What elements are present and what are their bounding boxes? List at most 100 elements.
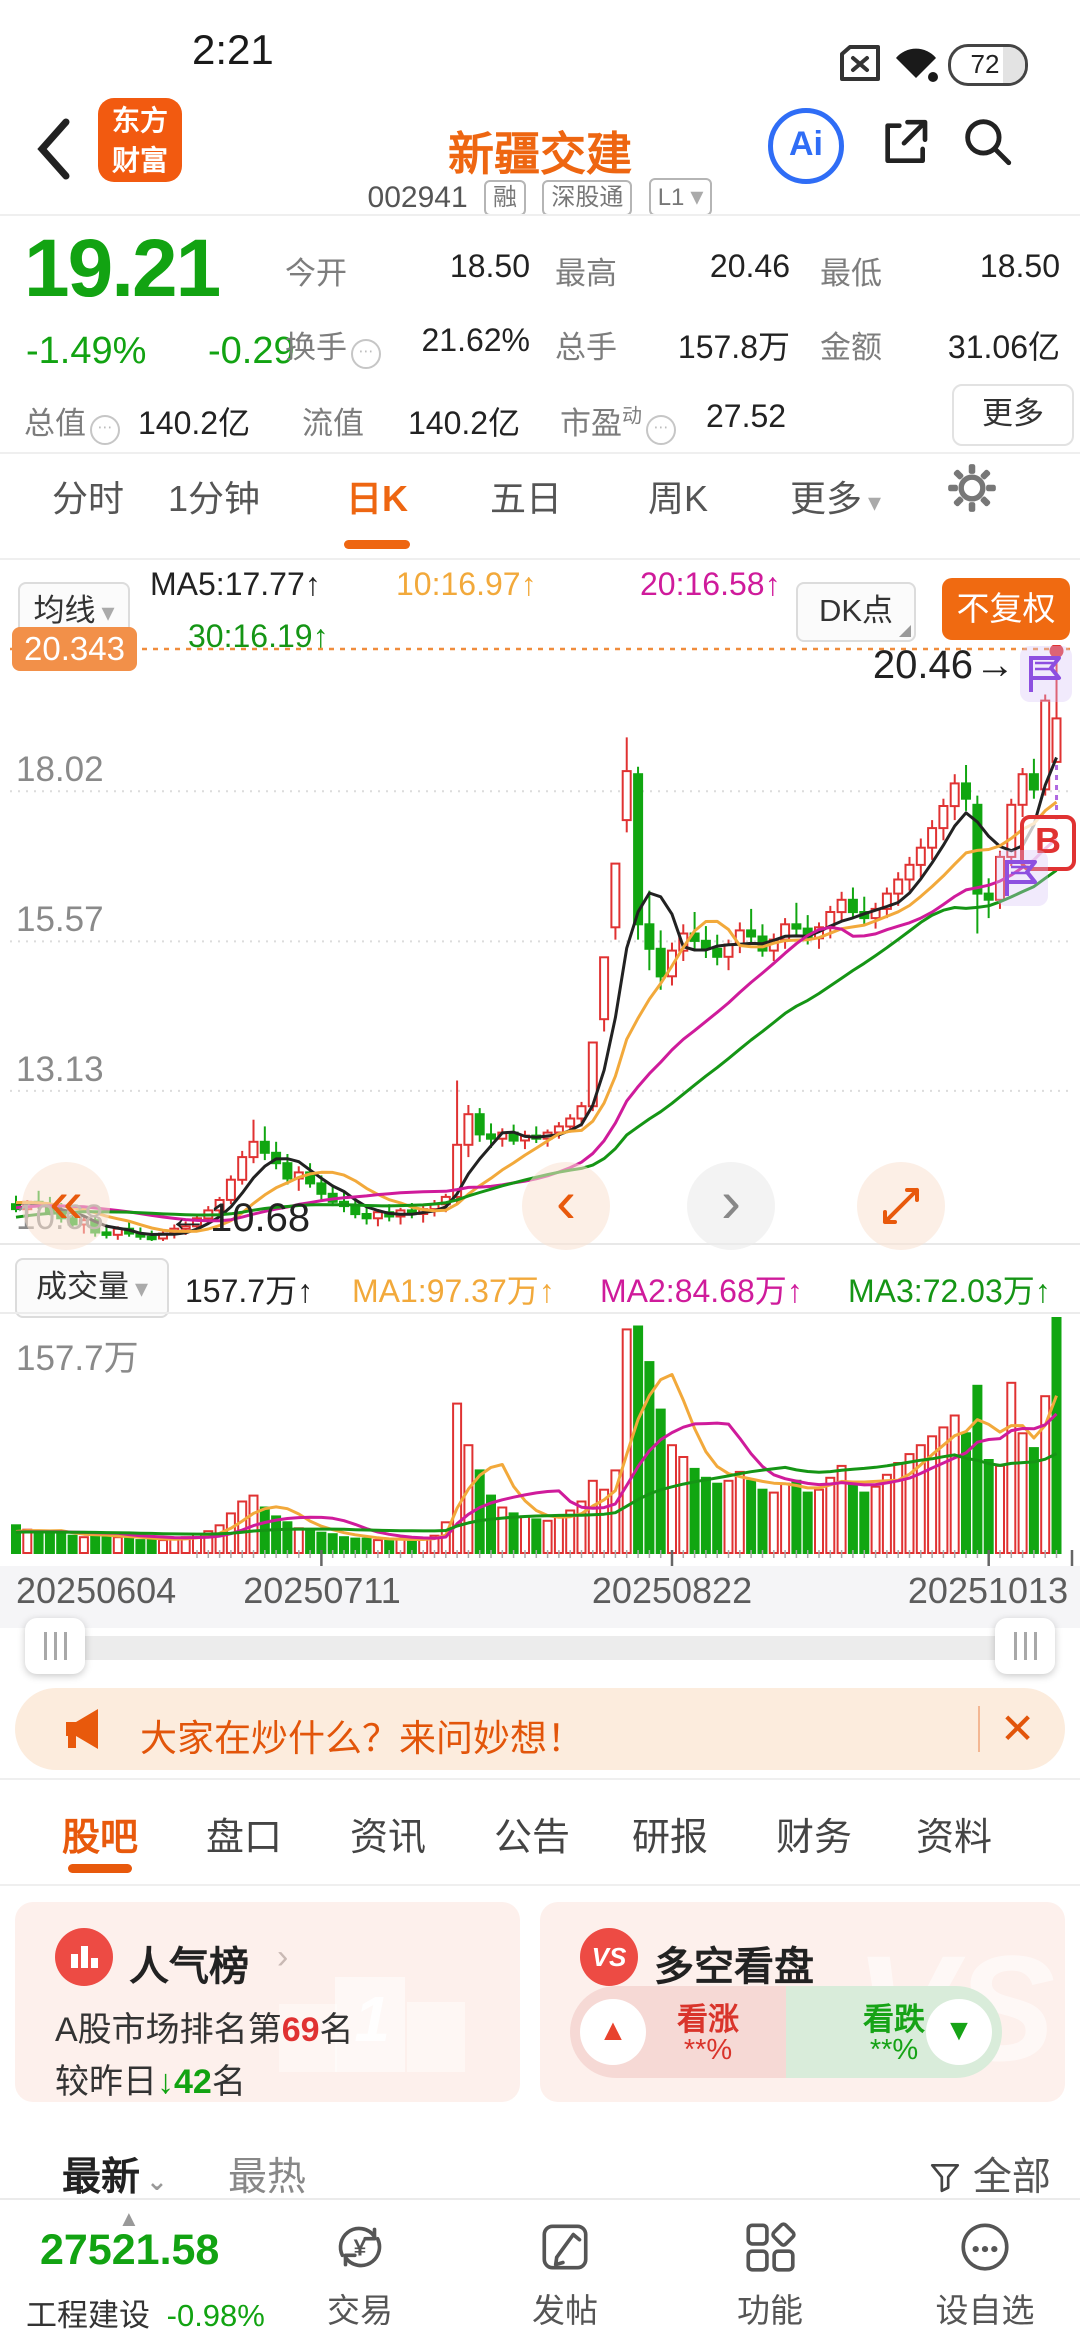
battery-icon: 72 <box>948 44 1028 86</box>
funnel-icon <box>930 2163 960 2193</box>
tab-research[interactable]: 研报 <box>632 1817 709 1859</box>
mktcap-label: 总值 <box>24 398 120 445</box>
x-date-label: 20250822 <box>591 1570 753 1611</box>
long-short-vote[interactable]: ▲ 看涨 **% ▼ 看跌 **% <box>570 1986 1002 2078</box>
floatcap-value: 140.2亿 <box>408 405 521 441</box>
signal-flag-icon[interactable] <box>996 850 1048 906</box>
volume-ma3: MA3:72.03万↑ <box>848 1273 1051 1309</box>
dk-point-button[interactable]: DK点 <box>796 582 916 642</box>
back-icon[interactable] <box>30 116 76 182</box>
divider <box>978 1706 980 1752</box>
change-value: -0.29 <box>208 330 295 372</box>
pe-value: 27.52 <box>706 398 787 434</box>
more-quote-button[interactable]: 更多 <box>952 384 1074 446</box>
signal-flag-icon[interactable] <box>1020 646 1072 702</box>
floatcap-label: 流值 <box>302 406 364 441</box>
volume-label: 总手 <box>555 330 617 365</box>
wifi-icon <box>896 48 938 82</box>
chart-scrollbar-track[interactable] <box>45 1636 1035 1660</box>
promo-banner[interactable] <box>15 1688 1065 1770</box>
turnover-value: 21.62% <box>421 322 530 358</box>
volume-selector-button[interactable]: 成交量 <box>15 1258 169 1318</box>
scroll-right-button[interactable]: › <box>687 1162 775 1250</box>
x-axis-ruler <box>196 1550 1074 1566</box>
nav-post[interactable]: 发帖 <box>515 2218 615 2332</box>
y-axis-label: 13.13 <box>16 1050 104 1089</box>
tab-weekly-k[interactable]: 周K <box>648 478 709 519</box>
volume-axis-label: 157.7万 <box>16 1339 139 1378</box>
rank-line: A股市场排名第69名 <box>55 2011 354 2049</box>
vote-down-button[interactable]: ▼ <box>926 1999 992 2065</box>
index-value[interactable]: 27521.58 <box>40 2226 220 2274</box>
section-tab-underline <box>68 1864 132 1873</box>
tab-more[interactable]: 更多 <box>790 470 881 522</box>
tab-minute-chart[interactable]: 分时 <box>52 478 125 519</box>
stock-code: 002941 <box>367 181 468 214</box>
feed-filter-all[interactable]: 全部 <box>928 2146 1051 2202</box>
buy-signal-badge: B <box>1020 815 1076 871</box>
volume-chart[interactable] <box>0 1312 1080 1557</box>
amount-value: 31.06亿 <box>947 329 1060 365</box>
index-change: -0.98% <box>166 2298 265 2333</box>
nav-trade[interactable]: ¥ 交易 <box>310 2218 410 2332</box>
kline-chart[interactable] <box>0 644 1080 1245</box>
volume-canvas[interactable] <box>0 1314 1080 1557</box>
tab-guba[interactable]: 股吧 <box>62 1817 139 1859</box>
index-expand-caret[interactable]: ▲ <box>118 2206 140 2231</box>
active-tab-underline <box>344 540 410 549</box>
kline-canvas[interactable] <box>0 644 1080 1245</box>
long-short-card[interactable]: VS VS 多空看盘 ▲ 看涨 **% ▼ 看跌 **% <box>540 1902 1065 2102</box>
low-label: 最低 <box>820 256 882 291</box>
ai-assistant-button[interactable]: Ai <box>768 108 844 184</box>
trade-icon: ¥ <box>338 2226 382 2268</box>
high-price-annotation: 20.46 <box>0 643 1015 688</box>
tab-finance[interactable]: 财务 <box>776 1817 853 1859</box>
stock-title: 新疆交建 <box>448 128 632 180</box>
tab-announcement[interactable]: 公告 <box>494 1817 571 1859</box>
tab-5day[interactable]: 五日 <box>490 478 563 519</box>
turnover-label: 换手 <box>285 322 381 369</box>
banner-text: 大家在炒什么？来问妙想！ <box>140 1718 584 1759</box>
tab-pankou[interactable]: 盘口 <box>206 1817 283 1859</box>
high-value: 20.46 <box>709 248 790 284</box>
x-axis-strip <box>0 1566 1080 1628</box>
scrollbar-left-handle[interactable] <box>25 1618 85 1674</box>
scroll-far-left-button[interactable]: « <box>22 1162 110 1250</box>
svg-text:¥: ¥ <box>354 2234 367 2260</box>
tab-daily-k[interactable]: 日K <box>346 478 408 519</box>
close-icon[interactable]: ✕ <box>1000 1705 1036 1752</box>
expand-chart-button[interactable] <box>857 1162 945 1250</box>
last-price: 19.21 <box>24 223 221 314</box>
vote-up-half[interactable]: ▲ 看涨 **% <box>570 1986 786 2078</box>
feed-sort-hottest[interactable]: 最热 <box>228 2156 307 2199</box>
tab-profile[interactable]: 资料 <box>916 1817 993 1859</box>
x-date-label: 20251013 <box>907 1570 1069 1611</box>
nav-add-watchlist[interactable]: 设自选 <box>920 2218 1050 2332</box>
level-badge[interactable]: L1 <box>648 178 713 216</box>
vote-down-half[interactable]: ▼ 看跌 **% <box>786 1986 1002 2078</box>
info-icon[interactable] <box>351 339 381 369</box>
tab-news[interactable]: 资讯 <box>350 1817 427 1859</box>
index-name-row[interactable]: 工程建设 -0.98% <box>26 2298 265 2333</box>
vote-up-button[interactable]: ▲ <box>580 1999 646 2065</box>
gear-icon[interactable] <box>946 462 998 514</box>
feed-sort-latest[interactable]: 最新 ⌄ <box>62 2156 168 2199</box>
open-value: 18.50 <box>449 248 530 284</box>
divider <box>0 452 1080 454</box>
info-icon[interactable] <box>646 415 676 445</box>
bottom-nav: ▲ 27521.58 工程建设 -0.98% ¥ 交易 发帖 <box>0 2198 1080 2340</box>
megaphone-icon <box>66 1709 98 1749</box>
search-icon[interactable] <box>958 112 1016 170</box>
vs-icon: VS <box>580 1928 638 1986</box>
info-icon[interactable] <box>90 415 120 445</box>
share-icon[interactable] <box>876 114 932 170</box>
tab-1min[interactable]: 1分钟 <box>168 478 261 519</box>
scrollbar-right-handle[interactable] <box>995 1618 1055 1674</box>
popularity-rank-card[interactable]: 1 人气榜 › A股市场排名第69名 较昨日↓42名 <box>15 1902 520 2102</box>
margin-badge: 融 <box>484 180 526 216</box>
app-logo[interactable]: 东方 财富 <box>98 98 182 182</box>
scroll-left-button[interactable]: ‹ <box>522 1162 610 1250</box>
no-adjust-button[interactable]: 不复权 <box>942 578 1070 640</box>
divider <box>0 1778 1080 1780</box>
nav-functions[interactable]: 功能 <box>720 2218 820 2332</box>
